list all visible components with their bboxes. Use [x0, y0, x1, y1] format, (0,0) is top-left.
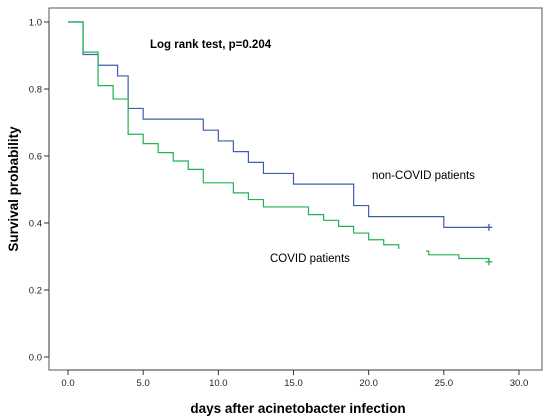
- y-axis-title: Survival probability: [6, 126, 21, 252]
- x-tick-label: 25.0: [435, 378, 454, 389]
- x-axis-title: days after acinetobacter infection: [190, 401, 405, 416]
- censor-marker-non-covid-patients: [485, 223, 493, 231]
- x-tick-label: 15.0: [284, 378, 303, 389]
- y-tick-label: 0.0: [29, 353, 42, 364]
- y-tick-label: 0.6: [29, 152, 42, 163]
- x-tick-label: 10.0: [209, 378, 228, 389]
- covid-label-box: [266, 249, 426, 269]
- x-tick-label: 5.0: [137, 378, 150, 389]
- x-tick-label: 0.0: [61, 378, 74, 389]
- y-tick-label: 0.8: [29, 85, 42, 96]
- series-layer: [68, 21, 493, 266]
- x-tick-label: 20.0: [359, 378, 378, 389]
- series-line-covid-patients: [68, 21, 490, 262]
- series-line-non-covid-patients: [68, 21, 489, 228]
- y-tick-label: 1.0: [29, 18, 42, 29]
- covid-label: COVID patients: [270, 253, 350, 265]
- noncovid-label: non-COVID patients: [372, 170, 475, 182]
- logrank-box: [146, 34, 304, 54]
- y-tick-label: 0.4: [29, 219, 42, 230]
- censor-marker-covid-patients: [485, 258, 493, 266]
- y-tick-label: 0.2: [29, 286, 42, 297]
- x-tick-label: 30.0: [510, 378, 529, 389]
- logrank-annotation: Log rank test, p=0.204: [150, 39, 272, 51]
- x-axis-ticks: 0.0 5.0 10.0 15.0 20.0 25.0 30.0: [61, 370, 528, 389]
- y-axis-ticks: 0.0 0.2 0.4 0.6 0.8 1.0: [29, 18, 49, 364]
